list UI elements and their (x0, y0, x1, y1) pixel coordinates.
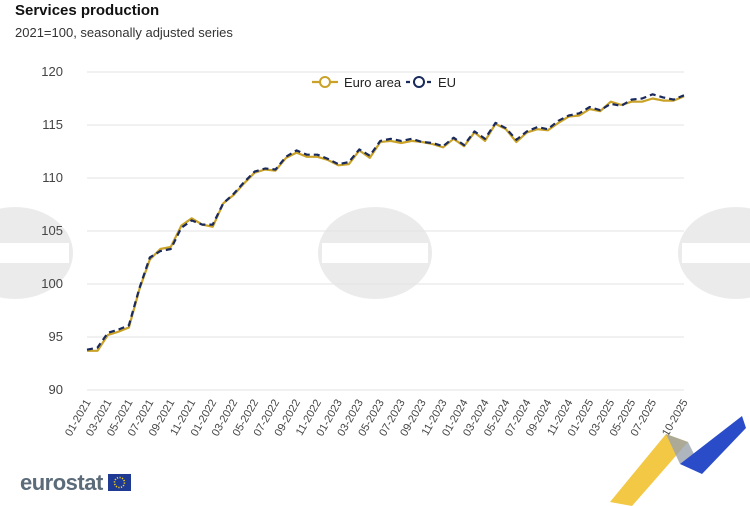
y-axis-ticks: 90 95 100 105 110 115 120 (41, 64, 63, 397)
chart-lines (86, 93, 685, 352)
y-tick-label: 115 (42, 117, 63, 132)
x-axis-ticks: 01-202103-202105-202107-202109-202111-20… (63, 398, 691, 439)
watermark-center (318, 207, 432, 299)
watermark-left (0, 207, 73, 299)
eu-flag-icon (108, 474, 131, 491)
chart-legend: Euro area EU (312, 75, 456, 90)
y-tick-label: 110 (42, 170, 63, 185)
legend-item-0[interactable]: Euro area (312, 75, 402, 90)
legend-label: EU (438, 75, 456, 90)
corner-graphic (610, 416, 746, 506)
legend-item-1[interactable]: EU (406, 75, 456, 90)
y-tick-label: 95 (49, 329, 63, 344)
y-tick-label: 90 (49, 382, 63, 397)
series-line-0 (87, 95, 685, 352)
y-tick-label: 105 (41, 223, 63, 238)
chart-grid (87, 71, 684, 391)
watermark-right (678, 207, 750, 299)
y-tick-label: 120 (41, 64, 63, 79)
y-tick-label: 100 (41, 276, 63, 291)
legend-label: Euro area (344, 75, 402, 90)
chart-subtitle: 2021=100, seasonally adjusted series (15, 25, 233, 40)
series-line-1 (86, 93, 685, 351)
eurostat-logo: eurostat (20, 470, 103, 495)
chart-title: Services production (15, 2, 160, 19)
